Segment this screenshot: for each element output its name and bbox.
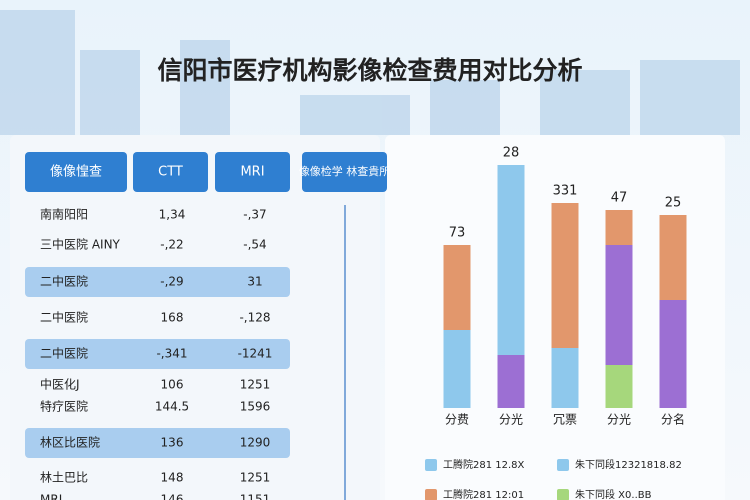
row-highlight — [25, 267, 290, 297]
header-label: 像像惶查 — [50, 165, 102, 180]
cell: 林区比医院 — [40, 436, 100, 450]
bar-top-label: 47 — [611, 191, 628, 206]
bar-segment — [497, 165, 525, 355]
header-cell — [215, 152, 290, 192]
legend-label: 朱下同段 X0..BB — [575, 488, 652, 500]
cell: 144.5 — [155, 400, 189, 414]
header-label: 像像检学 林查貴所 — [299, 164, 391, 178]
header-cell — [133, 152, 208, 192]
cell: 106 — [161, 378, 184, 392]
cell: 三中医院 AINY — [40, 237, 121, 252]
bar-top-label: 73 — [449, 226, 466, 241]
cell: 特疗医院 — [40, 399, 88, 414]
x-tick-label: 分名 — [661, 412, 685, 427]
bar-segment — [659, 215, 687, 300]
cell: 中医化J — [40, 377, 80, 392]
cell: 二中医院 — [40, 274, 88, 289]
bar-segment — [605, 365, 633, 408]
header-cell — [302, 152, 387, 192]
bar-segment — [443, 330, 471, 408]
cell: -1241 — [238, 347, 273, 361]
cell: -,22 — [160, 238, 183, 252]
cell: 168 — [161, 311, 184, 325]
cell: 31 — [247, 275, 262, 289]
bar-top-label: 28 — [503, 146, 520, 161]
x-tick-label: 分光 — [607, 413, 631, 427]
cell: 二中医院 — [40, 310, 88, 325]
cell: 二中医院 — [40, 346, 88, 361]
bar-top-label: 25 — [665, 196, 682, 211]
cell: 1151 — [240, 493, 271, 500]
bar-segment — [605, 210, 633, 245]
bar-segment — [497, 355, 525, 408]
header-cell — [25, 152, 127, 192]
bar-segment — [659, 300, 687, 408]
legend-label: 工腾院281 12:01 — [443, 488, 524, 500]
cell: -,37 — [243, 208, 266, 222]
x-tick-label: 分光 — [499, 413, 523, 427]
legend-swatch — [425, 459, 437, 471]
bar-top-label: 331 — [553, 184, 578, 199]
bar-segment — [443, 245, 471, 330]
cell: -,54 — [243, 238, 266, 252]
header-label: CTT — [158, 165, 183, 180]
cell: MRI — [40, 493, 62, 500]
cell: 1251 — [240, 378, 271, 392]
row-highlight — [25, 339, 290, 369]
cell: 南南阳阳 — [40, 207, 88, 222]
cell: 136 — [161, 436, 184, 450]
cell: 林土巴比 — [40, 471, 88, 485]
table-panel — [10, 135, 380, 500]
legend-label: 工腾院281 12.8X — [443, 458, 525, 471]
cell: 148 — [161, 471, 184, 485]
cell: 1251 — [240, 471, 271, 485]
cell: 1,34 — [159, 208, 186, 222]
cell: 1290 — [240, 436, 271, 450]
cell: -,29 — [160, 275, 183, 289]
cell: -,128 — [239, 311, 270, 325]
cell: -,341 — [156, 347, 187, 361]
bar-segment — [551, 203, 579, 348]
header-label: MRI — [240, 165, 264, 180]
bar-segment — [605, 245, 633, 365]
city-skyline — [0, 10, 740, 135]
x-tick-label: 冗票 — [553, 413, 577, 427]
legend-label: 朱下同段12321818.82 — [575, 458, 682, 471]
cell: 1596 — [240, 400, 271, 414]
bar-segment — [551, 348, 579, 408]
row-highlight — [25, 428, 290, 458]
legend-swatch — [557, 489, 569, 500]
legend-swatch — [557, 459, 569, 471]
page-title: 信阳市医疗机构影像检查费用对比分析 — [157, 56, 582, 85]
legend-swatch — [425, 489, 437, 500]
x-tick-label: 分费 — [445, 413, 469, 427]
cell: 146 — [161, 493, 184, 500]
